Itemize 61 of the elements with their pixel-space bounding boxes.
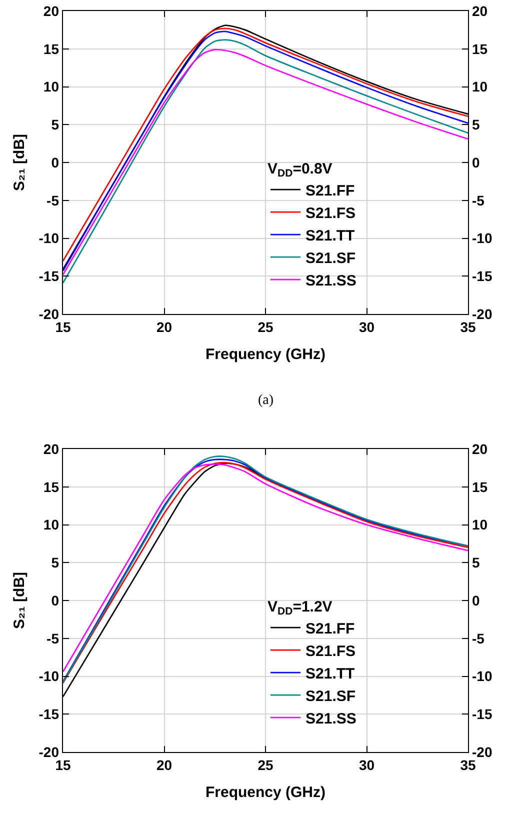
legend-label: S21.SF — [306, 688, 356, 705]
x-tick-label: 20 — [156, 319, 172, 335]
legend-title: V$_{DD}$=1.2V — [268, 598, 332, 618]
y-tick-label: 10 — [43, 78, 60, 95]
y2-tick-label: -20 — [472, 306, 492, 322]
y-tick-label: -10 — [38, 230, 60, 246]
y2-tick-label: 0 — [472, 154, 480, 170]
y2-tick-label: -5 — [472, 630, 485, 646]
y2-tick-label: 5 — [472, 116, 480, 133]
y2-tick-label: 15 — [472, 40, 488, 57]
x-axis-title: Frequency (GHz) — [205, 784, 326, 801]
x-tick-label: 30 — [358, 319, 375, 335]
y-tick-label: 5 — [51, 116, 60, 133]
legend-label: S21.SS — [306, 710, 356, 728]
y-tick-label: -15 — [38, 706, 60, 722]
y-tick-label: 15 — [43, 40, 60, 57]
y-tick-label: 10 — [43, 516, 60, 533]
x-tick-label: 25 — [258, 319, 274, 335]
legend-label: S21.SF — [306, 250, 356, 267]
y-tick-label: 20 — [43, 2, 60, 19]
y-tick-label: 0 — [51, 154, 60, 170]
legend-label: S21.FS — [306, 642, 356, 660]
y-tick-label: 0 — [51, 592, 60, 608]
y2-tick-label: 5 — [472, 554, 480, 571]
y2-tick-label: -15 — [472, 706, 492, 722]
legend-label: S21.TT — [306, 227, 355, 244]
x-tick-label: 35 — [460, 757, 476, 773]
y2-tick-label: -5 — [472, 192, 485, 208]
y-tick-label: -15 — [38, 268, 60, 284]
y-axis-title: S₂₁ [dB] — [11, 134, 28, 192]
x-tick-label: 30 — [358, 757, 375, 773]
y-tick-label: 15 — [43, 478, 60, 495]
text: (a) — [258, 393, 274, 408]
x-tick-label: 35 — [460, 319, 476, 335]
y2-tick-label: 20 — [472, 440, 488, 457]
legend-label: S21.FF — [306, 182, 355, 200]
y2-tick-label: -10 — [472, 668, 492, 684]
y2-tick-label: 15 — [472, 478, 488, 495]
y2-tick-label: -10 — [472, 230, 492, 246]
y2-tick-label: -20 — [472, 744, 492, 760]
x-tick-label: 20 — [156, 757, 172, 773]
y2-tick-label: 10 — [472, 78, 488, 95]
y-tick-label: -5 — [46, 192, 60, 208]
legend-label: S21.SS — [306, 272, 356, 290]
x-axis-title: Frequency (GHz) — [205, 346, 326, 363]
y-axis-title: S₂₁ [dB] — [11, 572, 28, 630]
y-tick-label: 5 — [51, 554, 60, 571]
legend-label: S21.TT — [306, 665, 355, 682]
y2-tick-label: 0 — [472, 592, 480, 608]
legend-title: V$_{DD}$=0.8V — [268, 160, 332, 180]
y-tick-label: -10 — [38, 668, 60, 684]
y2-tick-label: 10 — [472, 516, 488, 533]
y2-tick-label: -15 — [472, 268, 492, 284]
x-tick-label: 25 — [258, 757, 274, 773]
y-tick-label: 20 — [43, 440, 60, 457]
y-tick-label: -20 — [38, 306, 60, 322]
legend-label: S21.FF — [306, 620, 355, 638]
y-tick-label: -20 — [38, 744, 60, 760]
y2-tick-label: 20 — [472, 2, 488, 19]
legend-label: S21.FS — [306, 204, 356, 222]
y-tick-label: -5 — [46, 630, 60, 646]
